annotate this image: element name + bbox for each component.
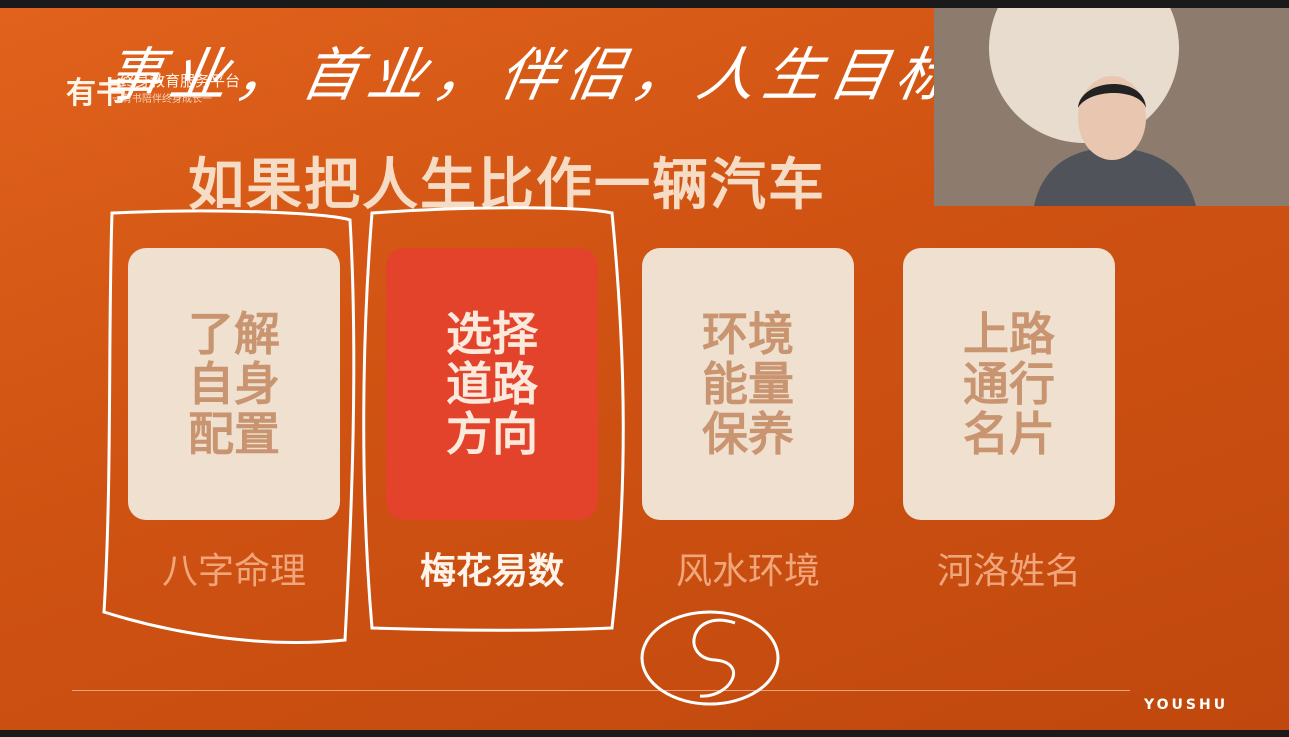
card-line: 通行	[963, 357, 1055, 411]
card-label: 风水环境	[675, 551, 820, 592]
logo-line2: 一有书陪伴终身成长一	[112, 94, 212, 105]
card-line: 能量	[702, 357, 794, 411]
card: 选择 道路 方向	[386, 248, 598, 520]
annotations	[102, 206, 780, 706]
card: 上路 通行 名片	[903, 248, 1115, 520]
card-line: 方向	[446, 407, 538, 461]
card-line: 保养	[702, 407, 794, 461]
card: 了解 自身 配置	[128, 248, 340, 520]
webcam-view	[934, 8, 1289, 206]
card-line: 自身	[188, 357, 280, 411]
card-label: 梅花易数	[419, 551, 564, 592]
webcam	[934, 8, 1289, 206]
card-line: 道路	[446, 357, 538, 411]
card-line: 环境	[702, 307, 794, 361]
card-label: 八字命理	[161, 551, 306, 592]
circle-mark	[362, 206, 625, 632]
footer-brand: YOUSHU	[1144, 697, 1229, 713]
card-line: 上路	[963, 307, 1055, 361]
circle-mark	[640, 610, 780, 706]
slide: 有书 终身教育服务平台 一有书陪伴终身成长一 事业，首业，伴侣，人生目标 如果把…	[0, 8, 1289, 730]
logo-line1: 终身教育服务平台	[120, 72, 241, 90]
curve-mark	[692, 618, 736, 698]
card-line: 配置	[188, 407, 280, 461]
card: 环境 能量 保养	[642, 248, 854, 520]
card-label: 河洛姓名	[936, 551, 1081, 592]
footer-rule	[72, 690, 1130, 691]
logo-brand: 有书	[66, 76, 126, 111]
card-line: 了解	[188, 307, 280, 361]
card-line: 名片	[963, 407, 1055, 461]
circle-mark	[102, 209, 356, 644]
card-line: 选择	[446, 307, 538, 361]
